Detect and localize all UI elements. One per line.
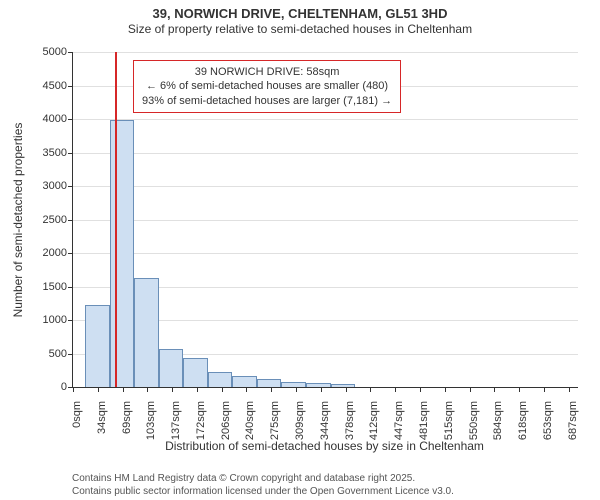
gridline	[73, 220, 578, 221]
xtick-mark	[370, 387, 371, 392]
histogram-bar	[134, 278, 159, 387]
ytick-label: 1500	[43, 281, 67, 293]
histogram-bar	[183, 358, 208, 387]
x-axis-label: Distribution of semi-detached houses by …	[72, 439, 577, 453]
xtick-mark	[246, 387, 247, 392]
xtick-label: 687sqm	[567, 401, 579, 440]
xtick-label: 653sqm	[542, 401, 554, 440]
histogram-bar	[232, 376, 257, 387]
ytick-label: 0	[61, 381, 67, 393]
xtick-label: 275sqm	[269, 401, 281, 440]
xtick-mark	[197, 387, 198, 392]
histogram-bar	[110, 120, 135, 387]
xtick-label: 69sqm	[121, 401, 133, 434]
xtick-label: 172sqm	[195, 401, 207, 440]
xtick-label: 34sqm	[96, 401, 108, 434]
histogram-plot: 0500100015002000250030003500400045005000…	[72, 52, 578, 388]
ytick-mark	[68, 320, 73, 321]
ytick-label: 1000	[43, 314, 67, 326]
xtick-label: 240sqm	[244, 401, 256, 440]
annotation-line1: 39 NORWICH DRIVE: 58sqm	[142, 65, 392, 79]
histogram-bar	[331, 384, 356, 387]
xtick-label: 378sqm	[344, 401, 356, 440]
title-line1: 39, NORWICH DRIVE, CHELTENHAM, GL51 3HD	[0, 6, 600, 22]
title-line2: Size of property relative to semi-detach…	[0, 22, 600, 36]
xtick-mark	[395, 387, 396, 392]
attribution-footer: Contains HM Land Registry data © Crown c…	[72, 472, 454, 498]
histogram-bar	[281, 382, 306, 387]
ytick-label: 2000	[43, 247, 67, 259]
histogram-bar	[159, 349, 184, 387]
xtick-mark	[346, 387, 347, 392]
ytick-mark	[68, 354, 73, 355]
footer-line1: Contains HM Land Registry data © Crown c…	[72, 472, 454, 485]
ytick-label: 2500	[43, 214, 67, 226]
gridline	[73, 153, 578, 154]
xtick-mark	[271, 387, 272, 392]
xtick-label: 618sqm	[517, 401, 529, 440]
histogram-bar	[208, 372, 233, 387]
ytick-label: 3000	[43, 180, 67, 192]
xtick-mark	[321, 387, 322, 392]
xtick-mark	[73, 387, 74, 392]
xtick-mark	[544, 387, 545, 392]
xtick-label: 344sqm	[319, 401, 331, 440]
xtick-mark	[296, 387, 297, 392]
xtick-label: 481sqm	[418, 401, 430, 440]
xtick-label: 309sqm	[294, 401, 306, 440]
xtick-label: 550sqm	[468, 401, 480, 440]
annotation-line2: ← 6% of semi-detached houses are smaller…	[142, 79, 392, 93]
ytick-label: 5000	[43, 46, 67, 58]
ytick-mark	[68, 119, 73, 120]
ytick-label: 4000	[43, 113, 67, 125]
ytick-label: 4500	[43, 80, 67, 92]
gridline	[73, 52, 578, 53]
annotation-line3: 93% of semi-detached houses are larger (…	[142, 94, 392, 108]
annotation-box: 39 NORWICH DRIVE: 58sqm← 6% of semi-deta…	[133, 60, 401, 113]
ytick-label: 3500	[43, 147, 67, 159]
ytick-mark	[68, 220, 73, 221]
histogram-bar	[306, 383, 331, 387]
xtick-label: 447sqm	[393, 401, 405, 440]
ytick-mark	[68, 186, 73, 187]
xtick-mark	[123, 387, 124, 392]
xtick-label: 103sqm	[145, 401, 157, 440]
ytick-mark	[68, 52, 73, 53]
xtick-mark	[222, 387, 223, 392]
xtick-mark	[98, 387, 99, 392]
xtick-label: 137sqm	[170, 401, 182, 440]
ytick-label: 500	[49, 348, 67, 360]
xtick-label: 584sqm	[492, 401, 504, 440]
property-marker-line	[115, 52, 117, 387]
xtick-label: 412sqm	[368, 401, 380, 440]
xtick-mark	[569, 387, 570, 392]
xtick-mark	[420, 387, 421, 392]
xtick-mark	[519, 387, 520, 392]
xtick-mark	[494, 387, 495, 392]
histogram-bar	[257, 379, 282, 387]
page-title: 39, NORWICH DRIVE, CHELTENHAM, GL51 3HD …	[0, 0, 600, 36]
xtick-label: 0sqm	[71, 401, 83, 428]
ytick-mark	[68, 86, 73, 87]
histogram-bar	[85, 305, 110, 387]
xtick-mark	[147, 387, 148, 392]
xtick-label: 206sqm	[220, 401, 232, 440]
ytick-mark	[68, 253, 73, 254]
y-axis-label: Number of semi-detached properties	[11, 122, 25, 317]
gridline	[73, 119, 578, 120]
xtick-mark	[470, 387, 471, 392]
footer-line2: Contains public sector information licen…	[72, 485, 454, 498]
gridline	[73, 186, 578, 187]
xtick-mark	[445, 387, 446, 392]
ytick-mark	[68, 287, 73, 288]
xtick-mark	[172, 387, 173, 392]
gridline	[73, 253, 578, 254]
xtick-label: 515sqm	[443, 401, 455, 440]
ytick-mark	[68, 153, 73, 154]
